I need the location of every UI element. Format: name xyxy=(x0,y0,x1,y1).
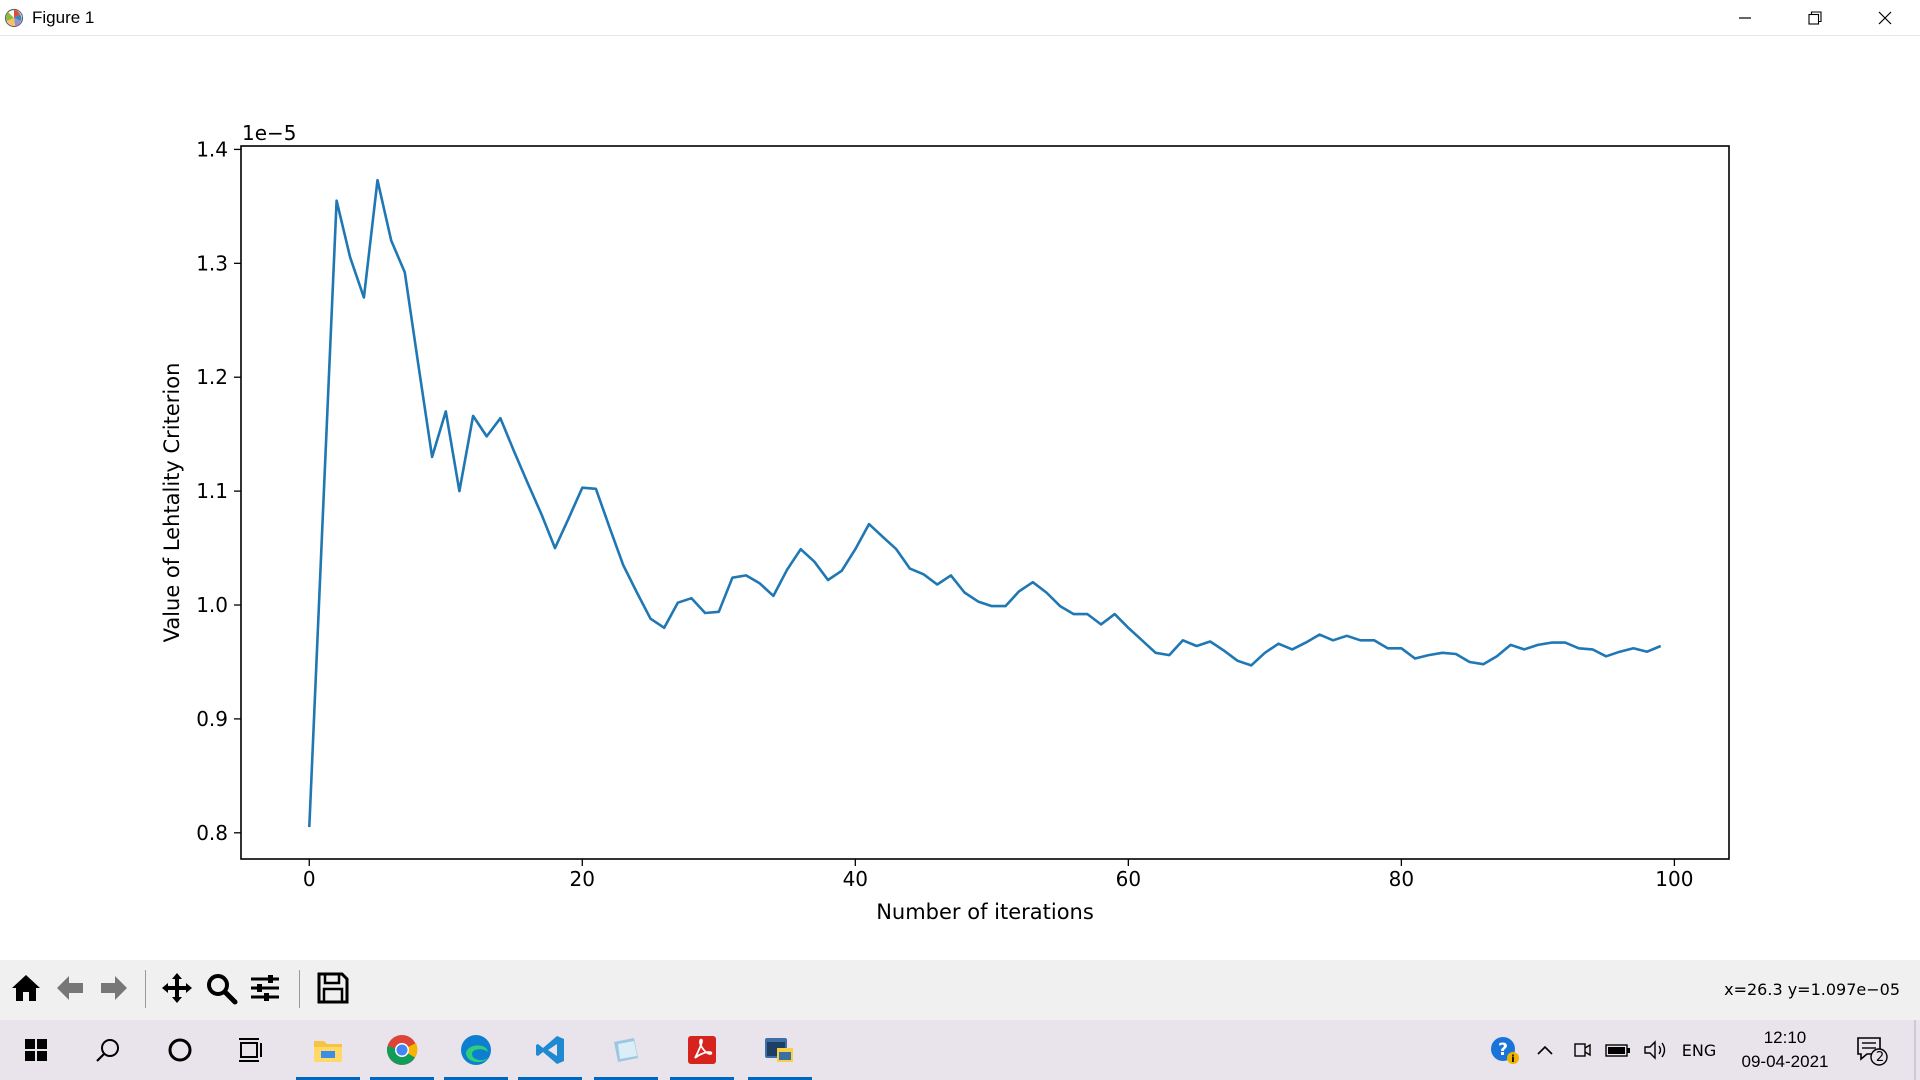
file-explorer-button[interactable] xyxy=(292,1020,364,1080)
save-icon xyxy=(317,972,349,1004)
x-tick-label: 20 xyxy=(570,867,595,891)
help-tray-button[interactable]: ? i xyxy=(1486,1020,1522,1080)
clock[interactable]: 12:10 09-04-2021 xyxy=(1720,1026,1850,1074)
chrome-icon xyxy=(387,1035,418,1065)
task-view-button[interactable] xyxy=(216,1020,288,1080)
configure-subplots-icon xyxy=(251,975,279,1001)
pan-button[interactable] xyxy=(157,968,197,1008)
forward-button[interactable] xyxy=(94,968,134,1008)
home-icon xyxy=(12,975,40,1001)
back-icon xyxy=(57,976,83,1000)
show-desktop-button[interactable] xyxy=(1914,1020,1916,1080)
battery-icon xyxy=(1605,1044,1630,1057)
x-tick-label: 0 xyxy=(303,867,316,891)
notepad-button[interactable] xyxy=(590,1020,662,1080)
back-button[interactable] xyxy=(50,968,90,1008)
svg-text:?: ? xyxy=(1498,1040,1508,1060)
close-button[interactable] xyxy=(1850,0,1920,35)
camera-icon xyxy=(1574,1043,1591,1057)
clock-time: 12:10 xyxy=(1763,1028,1807,1047)
y-tick-label: 1.0 xyxy=(196,593,228,617)
close-icon xyxy=(1878,11,1892,24)
axes-frame xyxy=(240,145,1730,860)
vscode-icon xyxy=(536,1036,564,1064)
language-indicator[interactable]: ENG xyxy=(1681,1040,1717,1060)
chrome-button[interactable] xyxy=(366,1020,438,1080)
edge-button[interactable] xyxy=(440,1020,512,1080)
cortana-button[interactable] xyxy=(144,1020,216,1080)
edge-icon xyxy=(461,1035,491,1065)
line-chart: 0 20 40 60 80 100 0.8 0.9 1.0 1.1 1.2 1.3 1.4 1e−5 Num… xyxy=(160,121,1730,924)
offset-label: 1e−5 xyxy=(242,121,297,145)
window-titlebar: Figure 1 xyxy=(0,0,1920,36)
y-tick-label: 1.3 xyxy=(196,251,228,275)
configure-subplots-button[interactable] xyxy=(245,968,285,1008)
x-tick-label: 40 xyxy=(843,867,868,891)
figure-canvas[interactable]: 0 20 40 60 80 100 0.8 0.9 1.0 1.1 1.2 1.3 1.4 1e−5 Num… xyxy=(1,36,1919,960)
acrobat-button[interactable] xyxy=(666,1020,738,1080)
x-tick-label: 60 xyxy=(1116,867,1141,891)
y-tick-label: 1.4 xyxy=(196,137,228,161)
acrobat-icon xyxy=(688,1036,716,1064)
x-tick-label: 80 xyxy=(1389,867,1414,891)
chevron-up-icon xyxy=(1537,1045,1553,1055)
save-button[interactable] xyxy=(313,968,353,1008)
task-view-icon xyxy=(239,1038,262,1062)
toolbar-separator xyxy=(299,970,300,1008)
x-tick-label: 100 xyxy=(1655,867,1693,891)
speaker-icon xyxy=(1644,1040,1666,1060)
home-button[interactable] xyxy=(6,968,46,1008)
taskbar: ? i ENG 12:10 09-04-2021 2 xyxy=(0,1020,1920,1080)
zoom-button[interactable] xyxy=(201,968,241,1008)
series-line xyxy=(308,178,1662,828)
window-title: Figure 1 xyxy=(32,8,95,27)
cortana-icon xyxy=(168,1038,192,1062)
notification-count: 2 xyxy=(1875,1050,1885,1065)
y-tick-label: 1.2 xyxy=(196,365,228,389)
meet-tray-button[interactable] xyxy=(1566,1020,1596,1080)
minimize-icon xyxy=(1739,16,1751,19)
y-tick-label: 1.1 xyxy=(196,479,228,503)
svg-text:i: i xyxy=(1511,1054,1514,1065)
notification-icon xyxy=(1857,1037,1888,1066)
search-icon xyxy=(96,1039,119,1062)
search-button[interactable] xyxy=(72,1020,144,1080)
pan-icon xyxy=(162,973,192,1003)
start-icon xyxy=(25,1039,47,1061)
toolbar-separator xyxy=(145,970,146,1008)
matplotlib-icon xyxy=(4,8,24,28)
notepad-icon xyxy=(614,1038,638,1062)
action-center-button[interactable]: 2 xyxy=(1852,1020,1892,1080)
navigation-toolbar: x=26.3 y=1.097e−05 xyxy=(0,960,1920,1020)
show-hidden-icons-button[interactable] xyxy=(1530,1020,1560,1080)
file-explorer-icon xyxy=(314,1041,342,1062)
y-tick-label: 0.8 xyxy=(196,821,228,845)
restore-button[interactable] xyxy=(1780,0,1850,35)
volume-tray-button[interactable] xyxy=(1640,1020,1672,1080)
y-axis-label: Value of Lehtality Criterion xyxy=(160,363,184,643)
restore-icon xyxy=(1808,10,1822,25)
x-axis-label: Number of iterations xyxy=(876,900,1094,924)
minimize-button[interactable] xyxy=(1710,0,1780,35)
zoom-icon xyxy=(207,974,238,1005)
clock-date: 09-04-2021 xyxy=(1741,1052,1829,1071)
vscode-button[interactable] xyxy=(514,1020,586,1080)
python-button[interactable] xyxy=(744,1020,816,1080)
python-icon xyxy=(765,1038,793,1062)
help-icon: ? i xyxy=(1491,1037,1519,1065)
y-tick-label: 0.9 xyxy=(196,707,228,731)
forward-icon xyxy=(101,976,127,1000)
start-button[interactable] xyxy=(0,1020,72,1080)
cursor-coordinates: x=26.3 y=1.097e−05 xyxy=(1724,980,1900,999)
battery-tray-button[interactable] xyxy=(1602,1020,1634,1080)
